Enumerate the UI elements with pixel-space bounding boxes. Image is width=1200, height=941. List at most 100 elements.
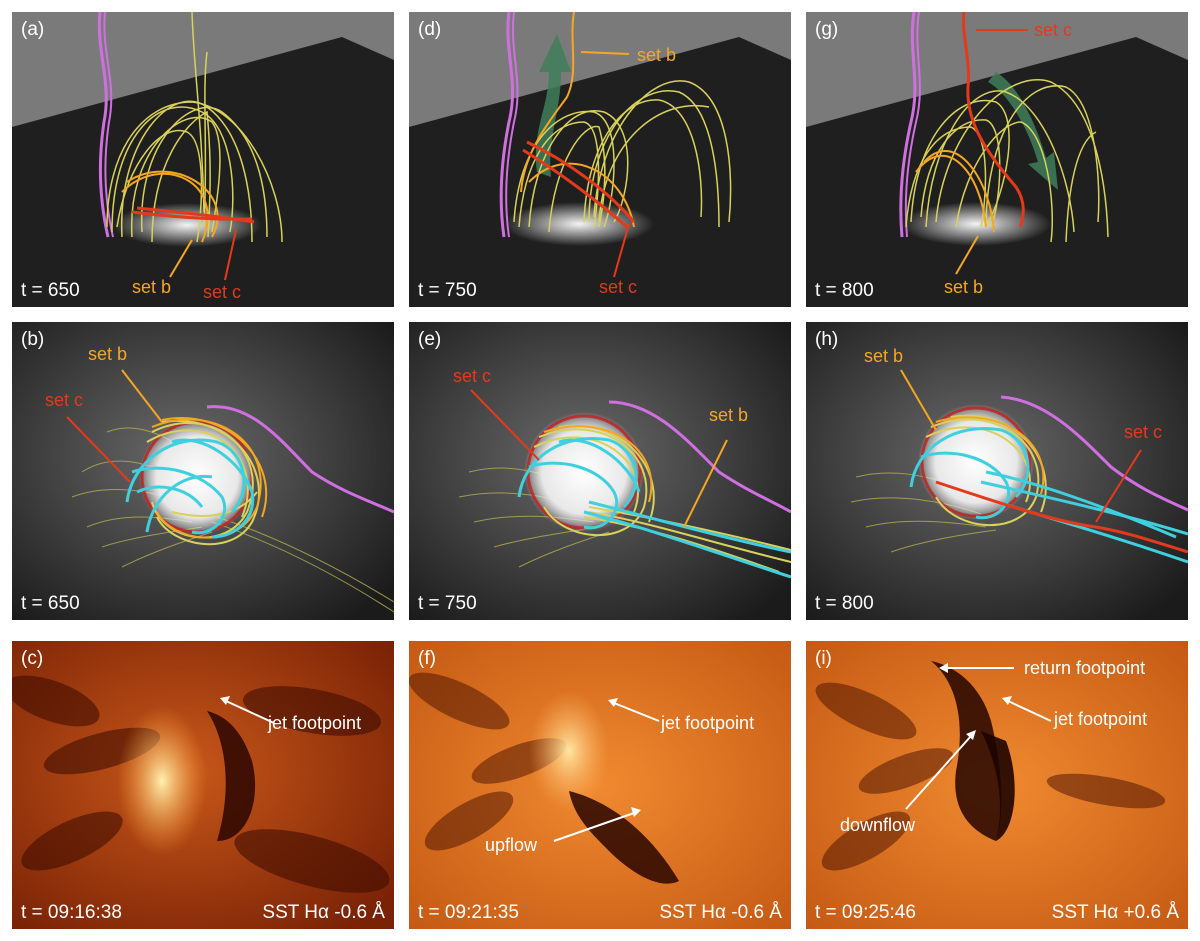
cyan-lines [125,438,255,539]
panel-tag: (f) [418,648,436,669]
set-b-label: set b [864,346,904,366]
set-c-lines [522,140,636,229]
set-c-label: set c [45,390,84,410]
set-b-lines [915,149,995,233]
spine-line [97,12,110,238]
panel-tag: (a) [21,19,45,40]
arrow-head [608,698,618,707]
panel-d-render [409,12,791,307]
panel-tag: (e) [418,329,442,350]
return-footpoint-label: return footpoint [1024,658,1146,678]
arrow-head [966,730,976,740]
panel-i-image [806,641,1188,929]
time-label: t = 09:25:46 [815,902,916,923]
time-label: t = 09:21:35 [418,902,519,923]
set-c-label: set c [453,366,492,386]
set-b-label: set b [132,277,172,297]
jet-footpoint-arrow [225,700,275,724]
set-b-label: set b [88,344,128,364]
jet-footpoint-arrow [1007,700,1052,722]
downflow-arrow [988,72,1058,190]
spine-line [1000,395,1188,512]
upflow-arrow [553,812,635,842]
upflow-label: upflow [485,835,538,855]
spine-line [904,12,921,238]
time-label: t = 800 [815,280,874,301]
time-label: t = 800 [815,593,874,614]
set-b-pointer [121,369,163,423]
set-b-pointer [900,369,937,431]
downflow-arrow [905,735,972,810]
set-b-pointer [169,239,193,278]
field-lines [513,80,732,233]
set-b-label: set b [637,45,677,65]
panel-d-side-view: (d) t = 750 set b set c [409,12,791,307]
dark-downflow-structure [931,661,1002,841]
panel-h-top-view: (h) t = 800 set b set c [806,322,1188,620]
panel-tag: (d) [418,19,442,40]
photosphere-glow [918,404,1034,520]
arrow-head [220,696,230,705]
time-label: t = 650 [21,280,80,301]
panel-g-side-view: (g) t = 800 set c set b [806,12,1188,307]
panel-tag: (c) [21,648,44,669]
downflow-label: downflow [840,815,916,835]
panel-e-top-view: (e) t = 750 set c set b [409,322,791,620]
panel-h-render [806,322,1188,620]
set-c-lines [131,206,255,224]
set-b-lines [543,425,653,503]
spine-line [499,12,515,238]
panel-tag: (h) [815,329,839,350]
set-b-pointer [580,51,630,55]
time-label: t = 750 [418,593,477,614]
panel-e-render [409,322,791,620]
set-c-label: set c [1124,422,1163,442]
jet-footpoint-arrow [613,702,660,722]
set-c-pointer [613,223,630,278]
instrument-label: SST Hα -0.6 Å [262,902,385,923]
set-b-lines [520,12,635,228]
set-b-lines [151,417,268,539]
panel-tag: (g) [815,19,839,40]
set-c-pointer [1095,449,1142,523]
panel-c-observation: (c) t = 09:16:38 SST Hα -0.6 Å jet footp… [12,641,394,929]
set-c-label: set c [1034,20,1073,40]
upflow-arrow [535,34,571,177]
time-label: t = 09:16:38 [21,902,122,923]
set-c-label: set c [203,282,242,302]
panel-a-side-view: (a) t = 650 set b set c [12,12,394,307]
dark-fibrils [815,682,1166,871]
bright-region [117,706,207,856]
set-c-label: set c [599,277,638,297]
cyan-lines [517,437,791,579]
spine-line [505,12,519,238]
set-c-pointer [224,229,237,281]
set-c-pointer [66,416,131,483]
photosphere-glow [504,202,654,246]
spine-line [899,12,917,238]
set-b-lines [935,416,1045,495]
time-label: t = 650 [21,593,80,614]
instrument-label: SST Hα -0.6 Å [659,902,782,923]
set-c-ring [920,406,1032,518]
set-b-label: set b [709,405,749,425]
dark-upflow-structure [569,791,679,884]
panel-b-render [12,322,394,620]
set-c-pointer [470,389,540,461]
panel-tag: (i) [815,648,832,669]
arrow-head [939,663,948,673]
set-b-pointer [683,439,728,528]
instrument-label: SST Hα +0.6 Å [1051,902,1179,923]
jet-footpoint-label: jet footpoint [1054,709,1148,729]
bright-region [529,691,609,811]
spine-line [608,400,791,514]
set-b-pointer [955,235,979,275]
arrow-head [631,807,641,817]
photosphere-glow [901,202,1051,246]
panel-b-top-view: (b) t = 650 set b set c [12,322,394,620]
dark-fibrils [12,675,390,893]
set-b-label: set b [944,277,984,297]
set-c-lines [961,12,1025,228]
arrow-head [1002,696,1012,705]
panel-f-image [409,641,791,929]
